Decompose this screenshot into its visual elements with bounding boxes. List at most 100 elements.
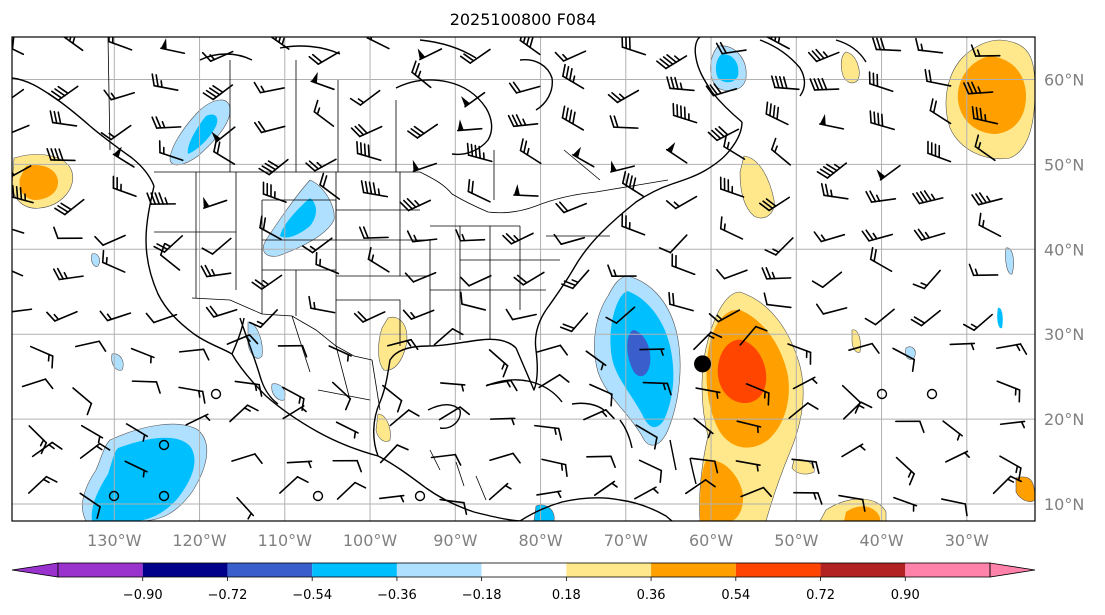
wind-barb: [185, 413, 211, 426]
longitude-label: 130°W: [87, 531, 142, 550]
wind-barb: [968, 263, 999, 277]
wind-barb: [719, 176, 745, 198]
wind-barb: [610, 160, 635, 173]
calm-wind-circle: [926, 388, 938, 400]
wind-barb: [455, 229, 486, 242]
coastline-florida: [515, 309, 547, 391]
colorbar-frame: [57, 562, 991, 578]
colorbar-tick-label: 0.90: [891, 588, 920, 603]
wind-barb: [367, 246, 390, 273]
wind-barb: [942, 420, 963, 441]
coastline-caribbean-islands: [619, 419, 697, 485]
colorbar-segment: [396, 563, 482, 577]
wind-barb: [253, 81, 285, 94]
wind-barb: [788, 402, 819, 419]
wind-barb: [52, 267, 84, 281]
longitude-label: 40°W: [859, 531, 903, 550]
wind-barb: [913, 228, 946, 241]
wind-barb: [992, 475, 1022, 495]
wind-barb: [793, 491, 823, 505]
wind-barb: [112, 146, 135, 168]
wind-barb: [130, 347, 155, 364]
wind-barb: [807, 48, 840, 63]
colorbar-segment: [142, 563, 228, 577]
wind-barb: [46, 148, 76, 162]
longitude-label: 60°W: [689, 531, 733, 550]
wind-barb: [80, 424, 104, 444]
wind-barb: [125, 423, 149, 442]
colorbar-tick-label: 0.36: [637, 588, 666, 603]
wind-barb: [72, 387, 93, 416]
wind-barb: [912, 269, 941, 290]
wind-barb: [848, 342, 880, 354]
wind-barb: [277, 344, 308, 358]
wind-barb: [519, 138, 542, 165]
wind-barb: [356, 140, 382, 162]
wind-barb: [62, 37, 84, 52]
map-title: 2025100800 F084: [450, 10, 597, 29]
wind-barb: [200, 264, 232, 278]
wind-barb: [258, 158, 289, 176]
wind-barb: [912, 190, 944, 205]
wind-barb: [404, 271, 437, 283]
cold-patch-small-7: [997, 307, 1003, 329]
wind-barb: [589, 383, 613, 407]
wind-barb: [226, 334, 259, 345]
wind-barb: [461, 91, 486, 108]
wind-barb: [178, 386, 206, 404]
wind-barb: [910, 309, 941, 327]
wind-barb: [201, 50, 234, 62]
wind-barb: [213, 139, 236, 165]
wind-barb: [382, 384, 403, 413]
latitude-labels: 60°N 50°N 40°N 30°N 20°N 10°N: [1044, 70, 1084, 514]
coastline-pacific-us: [145, 185, 233, 355]
wind-barb: [586, 455, 616, 469]
coastline-us-east: [545, 183, 673, 311]
wind-barb: [554, 50, 587, 62]
wind-barb: [29, 345, 54, 369]
wind-barb: [234, 380, 263, 397]
wind-barb: [456, 119, 483, 132]
calm-wind-circle: [158, 490, 170, 502]
map-frame: [11, 36, 1036, 522]
wind-barb: [811, 271, 843, 289]
wind-barb: [715, 41, 747, 55]
wind-barb: [211, 126, 236, 143]
calm-wind-markers: [108, 388, 938, 502]
wind-barb: [672, 102, 698, 124]
wind-barb: [708, 309, 741, 323]
wind-barb: [869, 110, 895, 131]
wind-barb: [158, 140, 184, 162]
wind-barb: [301, 237, 333, 254]
wind-barb: [12, 124, 30, 136]
wind-barb: [438, 406, 471, 421]
wind-barb: [559, 312, 589, 333]
map-panel: [12, 37, 1035, 521]
wind-barb: [251, 274, 283, 290]
wind-barb: [538, 373, 570, 389]
wind-barb: [47, 85, 79, 102]
colorbar-tick-label: 0.18: [552, 588, 581, 603]
coastline-south-america: [519, 497, 673, 521]
wind-barb: [945, 450, 970, 463]
colorbar-segment: [905, 563, 990, 577]
wind-barb: [379, 444, 409, 464]
wind-barb: [131, 380, 161, 394]
wind-barb: [336, 481, 367, 500]
wind-barb: [927, 140, 952, 163]
wind-barb: [259, 215, 282, 241]
coastline-mexico-pacific: [231, 353, 379, 457]
wind-barb: [201, 237, 232, 255]
wind-barb: [94, 234, 126, 246]
wind-barb: [572, 146, 595, 168]
wind-barb: [203, 196, 228, 209]
wind-barb: [406, 230, 438, 243]
wind-barb: [12, 88, 25, 105]
colorbar-segment: [227, 563, 313, 577]
warm-patch-pacific-west-core: [19, 164, 58, 200]
wind-barb: [46, 310, 78, 322]
longitude-label: 110°W: [258, 531, 313, 550]
wind-barb: [407, 123, 439, 139]
wind-barb: [635, 424, 658, 450]
longitude-label: 80°W: [518, 531, 562, 550]
